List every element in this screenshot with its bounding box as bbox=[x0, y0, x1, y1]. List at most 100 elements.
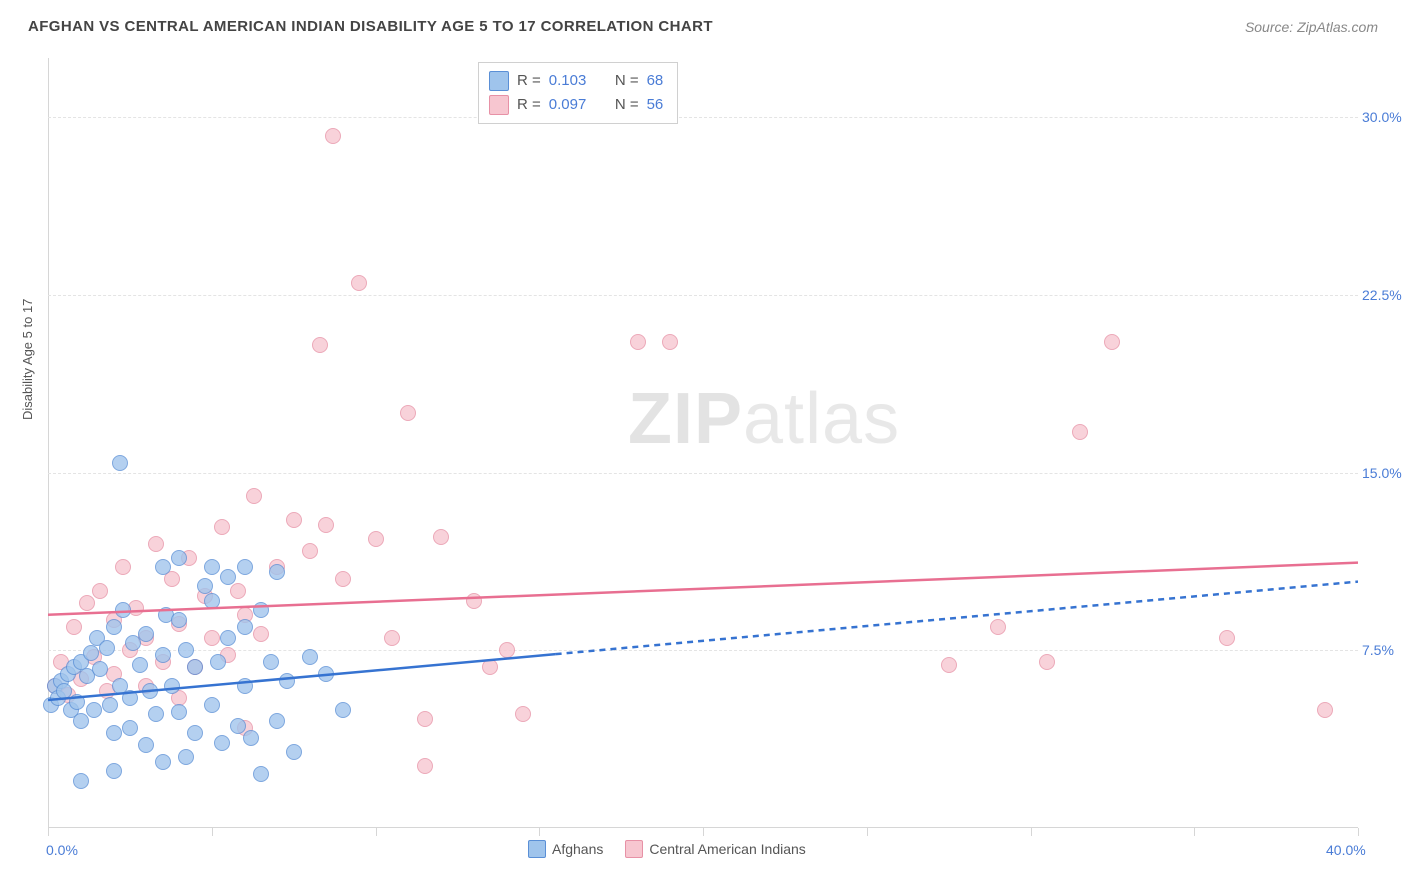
blue-marker bbox=[69, 694, 85, 710]
blue-marker bbox=[73, 773, 89, 789]
pink-marker bbox=[1104, 334, 1120, 350]
y-tick-label: 7.5% bbox=[1362, 642, 1406, 658]
blue-marker bbox=[178, 642, 194, 658]
legend-row: R = 0.103 N = 68 bbox=[489, 69, 663, 93]
watermark: ZIPatlas bbox=[628, 378, 900, 460]
legend-label: Afghans bbox=[552, 841, 603, 857]
pink-marker bbox=[318, 517, 334, 533]
blue-marker bbox=[286, 744, 302, 760]
pink-marker bbox=[351, 275, 367, 291]
x-tick bbox=[703, 828, 704, 836]
pink-marker bbox=[1219, 630, 1235, 646]
pink-marker bbox=[466, 593, 482, 609]
pink-marker bbox=[400, 405, 416, 421]
blue-marker bbox=[122, 690, 138, 706]
blue-marker bbox=[269, 713, 285, 729]
gridline bbox=[48, 650, 1358, 651]
pink-marker bbox=[368, 531, 384, 547]
pink-marker bbox=[482, 659, 498, 675]
swatch-icon bbox=[489, 95, 509, 115]
blue-marker bbox=[92, 661, 108, 677]
pink-marker bbox=[417, 758, 433, 774]
blue-marker bbox=[178, 749, 194, 765]
blue-marker bbox=[56, 683, 72, 699]
blue-marker bbox=[253, 766, 269, 782]
blue-marker bbox=[263, 654, 279, 670]
pink-marker bbox=[941, 657, 957, 673]
blue-marker bbox=[230, 718, 246, 734]
source-label: Source: ZipAtlas.com bbox=[1245, 19, 1378, 35]
pink-marker bbox=[499, 642, 515, 658]
blue-marker bbox=[269, 564, 285, 580]
pink-marker bbox=[417, 711, 433, 727]
pink-marker bbox=[214, 519, 230, 535]
blue-marker bbox=[318, 666, 334, 682]
scatter-plot: ZIPatlas 7.5%15.0%22.5%30.0%0.0%40.0%R =… bbox=[48, 58, 1358, 828]
blue-marker bbox=[253, 602, 269, 618]
pink-marker bbox=[286, 512, 302, 528]
blue-marker bbox=[115, 602, 131, 618]
blue-marker bbox=[187, 659, 203, 675]
pink-marker bbox=[1072, 424, 1088, 440]
x-tick bbox=[212, 828, 213, 836]
blue-marker bbox=[210, 654, 226, 670]
x-tick bbox=[539, 828, 540, 836]
pink-marker bbox=[302, 543, 318, 559]
blue-marker bbox=[138, 626, 154, 642]
gridline bbox=[48, 117, 1358, 118]
blue-marker bbox=[237, 559, 253, 575]
pink-marker bbox=[1039, 654, 1055, 670]
pink-marker bbox=[148, 536, 164, 552]
y-axis-label: Disability Age 5 to 17 bbox=[20, 299, 35, 420]
blue-marker bbox=[220, 630, 236, 646]
y-tick-label: 15.0% bbox=[1362, 465, 1406, 481]
blue-marker bbox=[99, 640, 115, 656]
pink-marker bbox=[325, 128, 341, 144]
blue-marker bbox=[171, 612, 187, 628]
blue-marker bbox=[155, 754, 171, 770]
blue-marker bbox=[302, 649, 318, 665]
pink-marker bbox=[662, 334, 678, 350]
blue-marker bbox=[204, 697, 220, 713]
blue-marker bbox=[83, 645, 99, 661]
swatch-icon bbox=[489, 71, 509, 91]
pink-marker bbox=[630, 334, 646, 350]
x-tick bbox=[867, 828, 868, 836]
blue-marker bbox=[220, 569, 236, 585]
blue-marker bbox=[112, 455, 128, 471]
pink-marker bbox=[253, 626, 269, 642]
blue-marker bbox=[132, 657, 148, 673]
blue-marker bbox=[164, 678, 180, 694]
blue-marker bbox=[142, 683, 158, 699]
swatch-icon bbox=[625, 840, 643, 858]
pink-marker bbox=[433, 529, 449, 545]
swatch-icon bbox=[528, 840, 546, 858]
blue-marker bbox=[171, 550, 187, 566]
blue-marker bbox=[106, 725, 122, 741]
blue-marker bbox=[204, 559, 220, 575]
legend-item: Central American Indians bbox=[625, 840, 805, 858]
blue-marker bbox=[155, 559, 171, 575]
gridline bbox=[48, 295, 1358, 296]
trend-lines bbox=[48, 58, 1358, 828]
blue-marker bbox=[138, 737, 154, 753]
blue-marker bbox=[155, 647, 171, 663]
y-tick-label: 30.0% bbox=[1362, 109, 1406, 125]
blue-marker bbox=[122, 720, 138, 736]
pink-marker bbox=[515, 706, 531, 722]
series-legend: Afghans Central American Indians bbox=[528, 840, 806, 858]
blue-marker bbox=[106, 619, 122, 635]
pink-marker bbox=[1317, 702, 1333, 718]
pink-marker bbox=[246, 488, 262, 504]
legend-row: R = 0.097 N = 56 bbox=[489, 93, 663, 117]
x-tick bbox=[1358, 828, 1359, 836]
pink-marker bbox=[312, 337, 328, 353]
pink-marker bbox=[204, 630, 220, 646]
pink-marker bbox=[66, 619, 82, 635]
blue-marker bbox=[243, 730, 259, 746]
legend-label: Central American Indians bbox=[649, 841, 805, 857]
legend-item: Afghans bbox=[528, 840, 603, 858]
blue-marker bbox=[106, 763, 122, 779]
x-tick bbox=[376, 828, 377, 836]
x-tick bbox=[48, 828, 49, 836]
